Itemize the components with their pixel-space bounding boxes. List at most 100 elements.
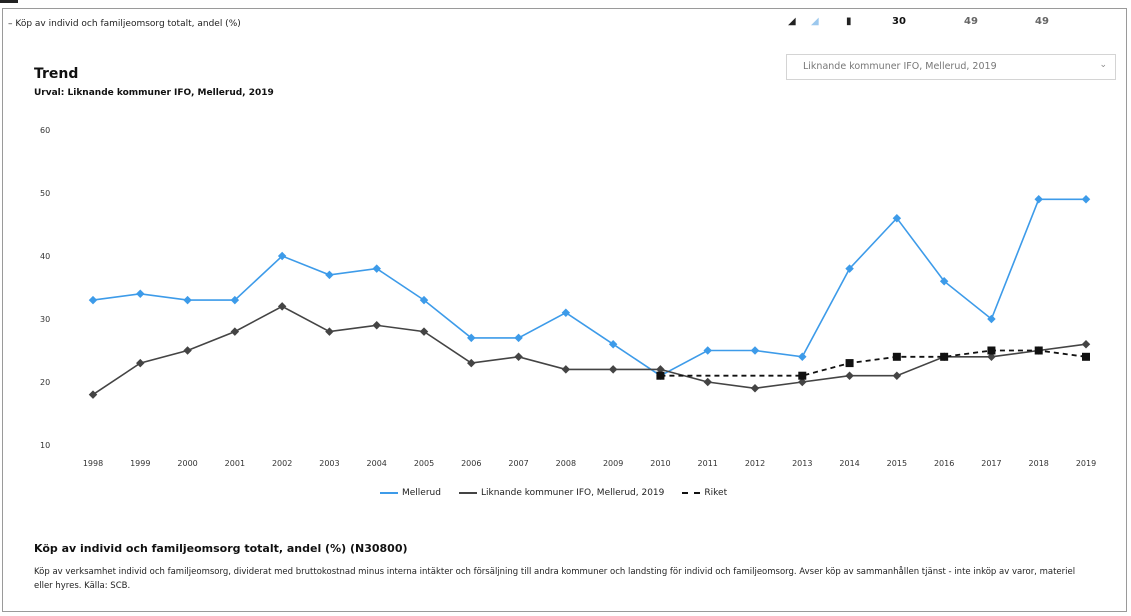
- x-tick-label: 2015: [887, 459, 907, 468]
- legend-swatch-icon: [458, 492, 477, 494]
- line-chart-icon[interactable]: ◢: [811, 16, 819, 27]
- bar-chart-icon[interactable]: ◢: [788, 16, 796, 27]
- x-tick-label: 2011: [698, 459, 718, 468]
- x-tick-label: 2018: [1029, 459, 1049, 468]
- data-point: [230, 295, 240, 305]
- data-point: [419, 295, 429, 305]
- data-point: [798, 377, 807, 387]
- data-point: [277, 302, 287, 311]
- data-point: [939, 276, 949, 286]
- data-point: [325, 270, 334, 280]
- x-tick-label: 2012: [745, 459, 765, 468]
- data-point: [1081, 339, 1091, 349]
- breadcrumb[interactable]: – Köp av individ och familjeomsorg total…: [8, 19, 241, 29]
- legend-label: Mellerud: [402, 488, 441, 498]
- data-point: [183, 295, 192, 305]
- y-tick-label: 50: [40, 189, 50, 198]
- data-point: [514, 352, 523, 362]
- data-point: [656, 371, 665, 380]
- chevron-down-icon: ⌄: [1099, 60, 1107, 70]
- x-tick-label: 2013: [792, 459, 812, 468]
- y-tick-label: 20: [40, 378, 50, 387]
- legend-item-0[interactable]: Mellerud: [380, 488, 441, 498]
- panel-subtitle: Urval: Liknande kommuner IFO, Mellerud, …: [34, 88, 274, 98]
- x-tick-label: 2002: [272, 459, 292, 468]
- data-point: [136, 289, 145, 299]
- x-tick-label: 2017: [981, 459, 1001, 468]
- x-tick-label: 2004: [367, 459, 387, 468]
- data-point: [467, 358, 476, 368]
- toolbar-value-3[interactable]: 49: [1035, 16, 1049, 27]
- collapse-icon[interactable]: –: [8, 19, 16, 29]
- breadcrumb-label: Köp av individ och familjeomsorg totalt,…: [15, 19, 241, 29]
- legend-item-2[interactable]: Riket: [682, 488, 727, 498]
- table-icon[interactable]: ▮: [846, 16, 852, 27]
- data-point: [845, 371, 854, 380]
- x-tick-label: 2014: [839, 459, 859, 468]
- data-point: [1082, 352, 1090, 361]
- data-point: [608, 339, 618, 349]
- chart-legend: Mellerud Liknande kommuner IFO, Mellerud,…: [380, 488, 727, 498]
- data-point: [88, 390, 98, 399]
- data-point: [372, 321, 381, 330]
- data-point: [987, 346, 996, 355]
- data-point: [798, 352, 807, 362]
- data-point: [277, 251, 287, 261]
- description-title: Köp av individ och familjeomsorg totalt,…: [34, 542, 408, 555]
- data-point: [608, 365, 618, 374]
- description-body: Köp av verksamhet individ och familjeoms…: [34, 567, 1076, 591]
- x-tick-label: 2005: [414, 459, 434, 468]
- series-line-2: [660, 349, 1087, 377]
- x-tick-label: 2003: [319, 459, 339, 468]
- data-point: [940, 352, 949, 361]
- data-point: [561, 308, 571, 317]
- x-tick-label: 2019: [1076, 459, 1096, 468]
- x-tick-label: 2000: [177, 459, 197, 468]
- data-point: [987, 314, 996, 324]
- data-point: [1081, 195, 1091, 204]
- legend-swatch-icon: [682, 492, 701, 494]
- data-point: [1034, 346, 1043, 355]
- panel-title: Trend: [34, 66, 79, 82]
- data-point: [798, 371, 807, 380]
- y-tick-label: 30: [40, 315, 50, 324]
- series-line-0: [92, 198, 1086, 377]
- data-point: [750, 384, 760, 393]
- x-tick-label: 2007: [508, 459, 528, 468]
- y-tick-label: 40: [40, 252, 50, 261]
- x-tick-label: 1999: [130, 459, 150, 468]
- panel-frame: [2, 8, 1127, 612]
- legend-item-1[interactable]: Liknande kommuner IFO, Mellerud, 2019: [458, 488, 665, 498]
- data-point: [1034, 195, 1043, 204]
- data-point: [514, 333, 523, 343]
- data-point: [230, 327, 240, 336]
- series-line-1: [92, 305, 1087, 396]
- x-tick-label: 2006: [461, 459, 481, 468]
- x-tick-label: 2001: [225, 459, 245, 468]
- y-tick-label: 10: [40, 441, 50, 450]
- comparison-select-value: Liknande kommuner IFO, Mellerud, 2019: [803, 61, 997, 72]
- x-tick-label: 2009: [603, 459, 623, 468]
- data-point: [703, 346, 712, 355]
- y-tick-label: 60: [40, 126, 50, 135]
- data-point: [183, 346, 192, 355]
- data-point: [419, 327, 429, 336]
- data-point: [750, 346, 760, 355]
- data-point: [845, 359, 854, 368]
- legend-label: Liknande kommuner IFO, Mellerud, 2019: [480, 488, 665, 498]
- data-point: [88, 295, 98, 305]
- data-point: [892, 371, 902, 380]
- data-point: [372, 264, 381, 273]
- top-edge-mark: [0, 0, 18, 3]
- legend-swatch-icon: [380, 492, 398, 494]
- x-tick-label: 2016: [934, 459, 954, 468]
- legend-label: Riket: [704, 488, 728, 498]
- data-point: [892, 352, 901, 361]
- comparison-select[interactable]: Liknande kommuner IFO, Mellerud, 2019 ⌄: [786, 54, 1116, 80]
- toolbar-value-2[interactable]: 49: [964, 16, 978, 27]
- x-tick-label: 2008: [556, 459, 576, 468]
- data-point: [325, 327, 334, 336]
- toolbar-value-1[interactable]: 30: [892, 16, 906, 27]
- data-point: [703, 377, 712, 387]
